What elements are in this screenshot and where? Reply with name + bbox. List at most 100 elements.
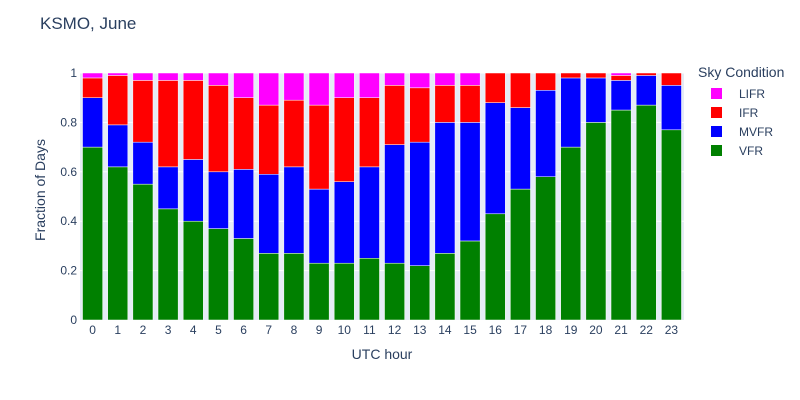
bar-ifr-23[interactable] [661, 72, 682, 86]
bar-ifr-18[interactable] [535, 72, 556, 91]
bar-lifr-5[interactable] [208, 72, 229, 86]
x-tick-label: 21 [614, 323, 628, 337]
bar-vfr-6[interactable] [233, 238, 254, 321]
bar-ifr-9[interactable] [308, 104, 330, 190]
bar-vfr-0[interactable] [82, 146, 103, 321]
bar-ifr-12[interactable] [384, 85, 405, 145]
bar-mvfr-11[interactable] [359, 166, 380, 259]
legend-item-vfr[interactable]: VFR [710, 141, 784, 160]
bar-mvfr-9[interactable] [308, 188, 330, 264]
bar-ifr-17[interactable] [510, 72, 531, 108]
bar-mvfr-2[interactable] [132, 141, 154, 185]
x-tick-label: 0 [89, 323, 96, 337]
bar-ifr-8[interactable] [283, 99, 305, 168]
bar-vfr-13[interactable] [409, 265, 431, 321]
bar-ifr-1[interactable] [107, 75, 129, 126]
bar-lifr-3[interactable] [157, 72, 179, 81]
bar-ifr-10[interactable] [333, 97, 355, 182]
bar-ifr-7[interactable] [258, 104, 280, 175]
bar-mvfr-14[interactable] [434, 122, 456, 254]
bar-vfr-19[interactable] [560, 146, 582, 321]
bar-mvfr-4[interactable] [182, 159, 204, 222]
bar-vfr-17[interactable] [510, 188, 531, 321]
bar-lifr-9[interactable] [308, 72, 330, 106]
bar-mvfr-20[interactable] [585, 77, 607, 123]
bar-ifr-21[interactable] [610, 75, 632, 81]
bar-mvfr-21[interactable] [610, 80, 632, 111]
bar-vfr-18[interactable] [535, 176, 556, 321]
legend-item-lifr[interactable]: LIFR [710, 84, 784, 103]
bar-vfr-7[interactable] [258, 253, 280, 321]
bar-ifr-14[interactable] [434, 85, 456, 123]
bar-lifr-2[interactable] [132, 72, 154, 81]
bar-vfr-5[interactable] [208, 228, 229, 321]
bar-mvfr-12[interactable] [384, 144, 405, 264]
bar-vfr-8[interactable] [283, 253, 305, 321]
legend-swatch [710, 106, 723, 119]
bar-mvfr-3[interactable] [157, 166, 179, 210]
legend-item-mvfr[interactable]: MVFR [710, 122, 784, 141]
x-tick-label: 19 [564, 323, 578, 337]
bar-mvfr-5[interactable] [208, 171, 229, 229]
bar-mvfr-1[interactable] [107, 124, 129, 168]
bar-vfr-21[interactable] [610, 109, 632, 321]
bar-lifr-10[interactable] [333, 72, 355, 98]
bar-mvfr-22[interactable] [635, 75, 657, 106]
bar-mvfr-16[interactable] [484, 102, 506, 215]
bar-lifr-8[interactable] [283, 72, 305, 101]
bar-ifr-6[interactable] [233, 97, 254, 170]
bar-vfr-11[interactable] [359, 258, 380, 321]
bar-vfr-15[interactable] [459, 240, 481, 321]
bar-vfr-2[interactable] [132, 183, 154, 321]
bar-mvfr-23[interactable] [661, 85, 682, 131]
bar-ifr-5[interactable] [208, 85, 229, 173]
bar-mvfr-7[interactable] [258, 174, 280, 254]
bar-vfr-12[interactable] [384, 262, 405, 321]
x-tick-label: 10 [338, 323, 352, 337]
bar-lifr-21[interactable] [610, 72, 632, 76]
bar-mvfr-15[interactable] [459, 122, 481, 242]
bar-ifr-2[interactable] [132, 80, 154, 143]
bar-ifr-0[interactable] [82, 77, 103, 98]
bar-lifr-14[interactable] [434, 72, 456, 86]
bar-mvfr-6[interactable] [233, 169, 254, 239]
bar-ifr-16[interactable] [484, 72, 506, 103]
bar-mvfr-19[interactable] [560, 77, 582, 148]
bar-ifr-3[interactable] [157, 80, 179, 168]
bar-mvfr-0[interactable] [82, 97, 103, 148]
bar-lifr-0[interactable] [82, 72, 103, 79]
bar-lifr-4[interactable] [182, 72, 204, 81]
bar-vfr-14[interactable] [434, 253, 456, 321]
bar-ifr-13[interactable] [409, 87, 431, 143]
bar-mvfr-17[interactable] [510, 107, 531, 190]
y-tick-label: 0.4 [60, 214, 77, 228]
bar-vfr-1[interactable] [107, 166, 129, 321]
bar-vfr-20[interactable] [585, 122, 607, 321]
bar-lifr-15[interactable] [459, 72, 481, 86]
bar-ifr-11[interactable] [359, 97, 380, 168]
bar-ifr-22[interactable] [635, 72, 657, 76]
bar-ifr-20[interactable] [585, 72, 607, 79]
bar-mvfr-18[interactable] [535, 90, 556, 177]
bar-ifr-15[interactable] [459, 85, 481, 123]
bar-lifr-7[interactable] [258, 72, 280, 106]
bar-mvfr-13[interactable] [409, 141, 431, 266]
bar-vfr-4[interactable] [182, 220, 204, 321]
bar-lifr-12[interactable] [384, 72, 405, 86]
bar-vfr-10[interactable] [333, 262, 355, 321]
bar-mvfr-8[interactable] [283, 166, 305, 254]
bar-vfr-3[interactable] [157, 208, 179, 321]
bar-vfr-9[interactable] [308, 262, 330, 321]
bar-vfr-16[interactable] [484, 213, 506, 321]
bar-vfr-23[interactable] [661, 129, 682, 321]
bar-lifr-6[interactable] [233, 72, 254, 98]
legend-item-ifr[interactable]: IFR [710, 103, 784, 122]
bar-mvfr-10[interactable] [333, 181, 355, 264]
bar-lifr-1[interactable] [107, 72, 129, 76]
bar-vfr-22[interactable] [635, 104, 657, 321]
bar-lifr-13[interactable] [409, 72, 431, 89]
y-tick-label: 0.2 [60, 264, 77, 278]
bar-lifr-11[interactable] [359, 72, 380, 98]
bar-ifr-4[interactable] [182, 80, 204, 160]
bar-ifr-19[interactable] [560, 72, 582, 79]
